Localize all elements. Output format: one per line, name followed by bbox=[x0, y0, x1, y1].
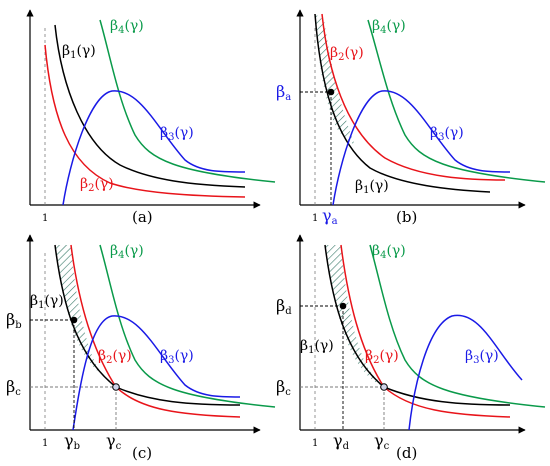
label-beta-4: β4(γ) bbox=[110, 243, 144, 261]
panel-caption: (d) bbox=[396, 444, 417, 462]
point-c bbox=[380, 383, 388, 391]
tick-one: 1 bbox=[312, 213, 318, 224]
label-beta-4: β4(γ) bbox=[372, 243, 406, 261]
label-beta-4: β4(γ) bbox=[110, 18, 144, 36]
panel-caption: (a) bbox=[132, 208, 153, 226]
label-beta-2: β2(γ) bbox=[98, 348, 132, 366]
label-beta-d: βd bbox=[276, 296, 292, 317]
label-gamma-d: γd bbox=[333, 431, 350, 452]
hatched-region bbox=[325, 245, 384, 387]
curve-beta-4 bbox=[99, 244, 276, 408]
point-a bbox=[327, 88, 335, 96]
curve-beta-2 bbox=[44, 44, 246, 198]
curve-beta-3 bbox=[332, 90, 511, 206]
label-gamma-a: γa bbox=[322, 206, 338, 227]
curve-beta-3 bbox=[408, 314, 523, 431]
label-beta-a: βa bbox=[276, 82, 291, 103]
panel-d: βd βc 1 γd γc β1(γ) β4(γ) β2(γ) β3(γ) (d… bbox=[276, 234, 546, 462]
label-beta-4: β4(γ) bbox=[372, 18, 406, 36]
label-gamma-c: γc bbox=[106, 431, 122, 452]
panel-c: βb βc 1 γb γc β1(γ) β4(γ) β2(γ) β3(γ) (c… bbox=[6, 234, 276, 462]
label-beta-3: β3(γ) bbox=[160, 348, 194, 366]
point-d bbox=[339, 302, 347, 310]
label-beta-3: β3(γ) bbox=[160, 125, 194, 143]
hatched-region bbox=[55, 245, 104, 376]
label-beta-3: β3(γ) bbox=[430, 125, 464, 143]
panel-caption: (b) bbox=[396, 208, 417, 226]
tick-one: 1 bbox=[42, 438, 48, 449]
label-gamma-c: γc bbox=[374, 431, 390, 452]
point-b bbox=[70, 316, 78, 324]
panel-caption: (c) bbox=[132, 444, 152, 462]
curve-beta-1 bbox=[314, 13, 491, 193]
label-beta-1: β1(γ) bbox=[62, 43, 96, 61]
curve-beta-2 bbox=[321, 13, 506, 181]
curve-beta-3 bbox=[62, 90, 246, 206]
tick-one: 1 bbox=[42, 213, 48, 224]
curve-beta-4 bbox=[99, 19, 276, 183]
label-beta-c: βc bbox=[6, 377, 21, 398]
label-beta-1: β1(γ) bbox=[30, 293, 64, 311]
label-beta-b: βb bbox=[6, 310, 22, 331]
panel-b: βa γa 1 β2(γ) β4(γ) β3(γ) β1(γ) (b) bbox=[276, 9, 546, 227]
label-beta-2: β2(γ) bbox=[365, 348, 399, 366]
tick-one: 1 bbox=[312, 438, 318, 449]
curve-beta-4 bbox=[369, 244, 546, 408]
label-beta-2: β2(γ) bbox=[80, 176, 114, 194]
curve-beta-1 bbox=[54, 24, 246, 188]
label-beta-1: β1(γ) bbox=[300, 338, 334, 356]
panel-a: 1 β1(γ) β4(γ) β3(γ) β2(γ) (a) bbox=[26, 9, 276, 226]
label-beta-2: β2(γ) bbox=[330, 45, 364, 63]
label-beta-3: β3(γ) bbox=[465, 348, 499, 366]
point-c bbox=[112, 383, 120, 391]
label-beta-1: β1(γ) bbox=[355, 178, 389, 196]
label-gamma-b: γb bbox=[64, 431, 80, 452]
curve-beta-4 bbox=[367, 19, 546, 183]
label-beta-c: βc bbox=[276, 377, 291, 398]
curve-beta-3 bbox=[72, 315, 241, 431]
